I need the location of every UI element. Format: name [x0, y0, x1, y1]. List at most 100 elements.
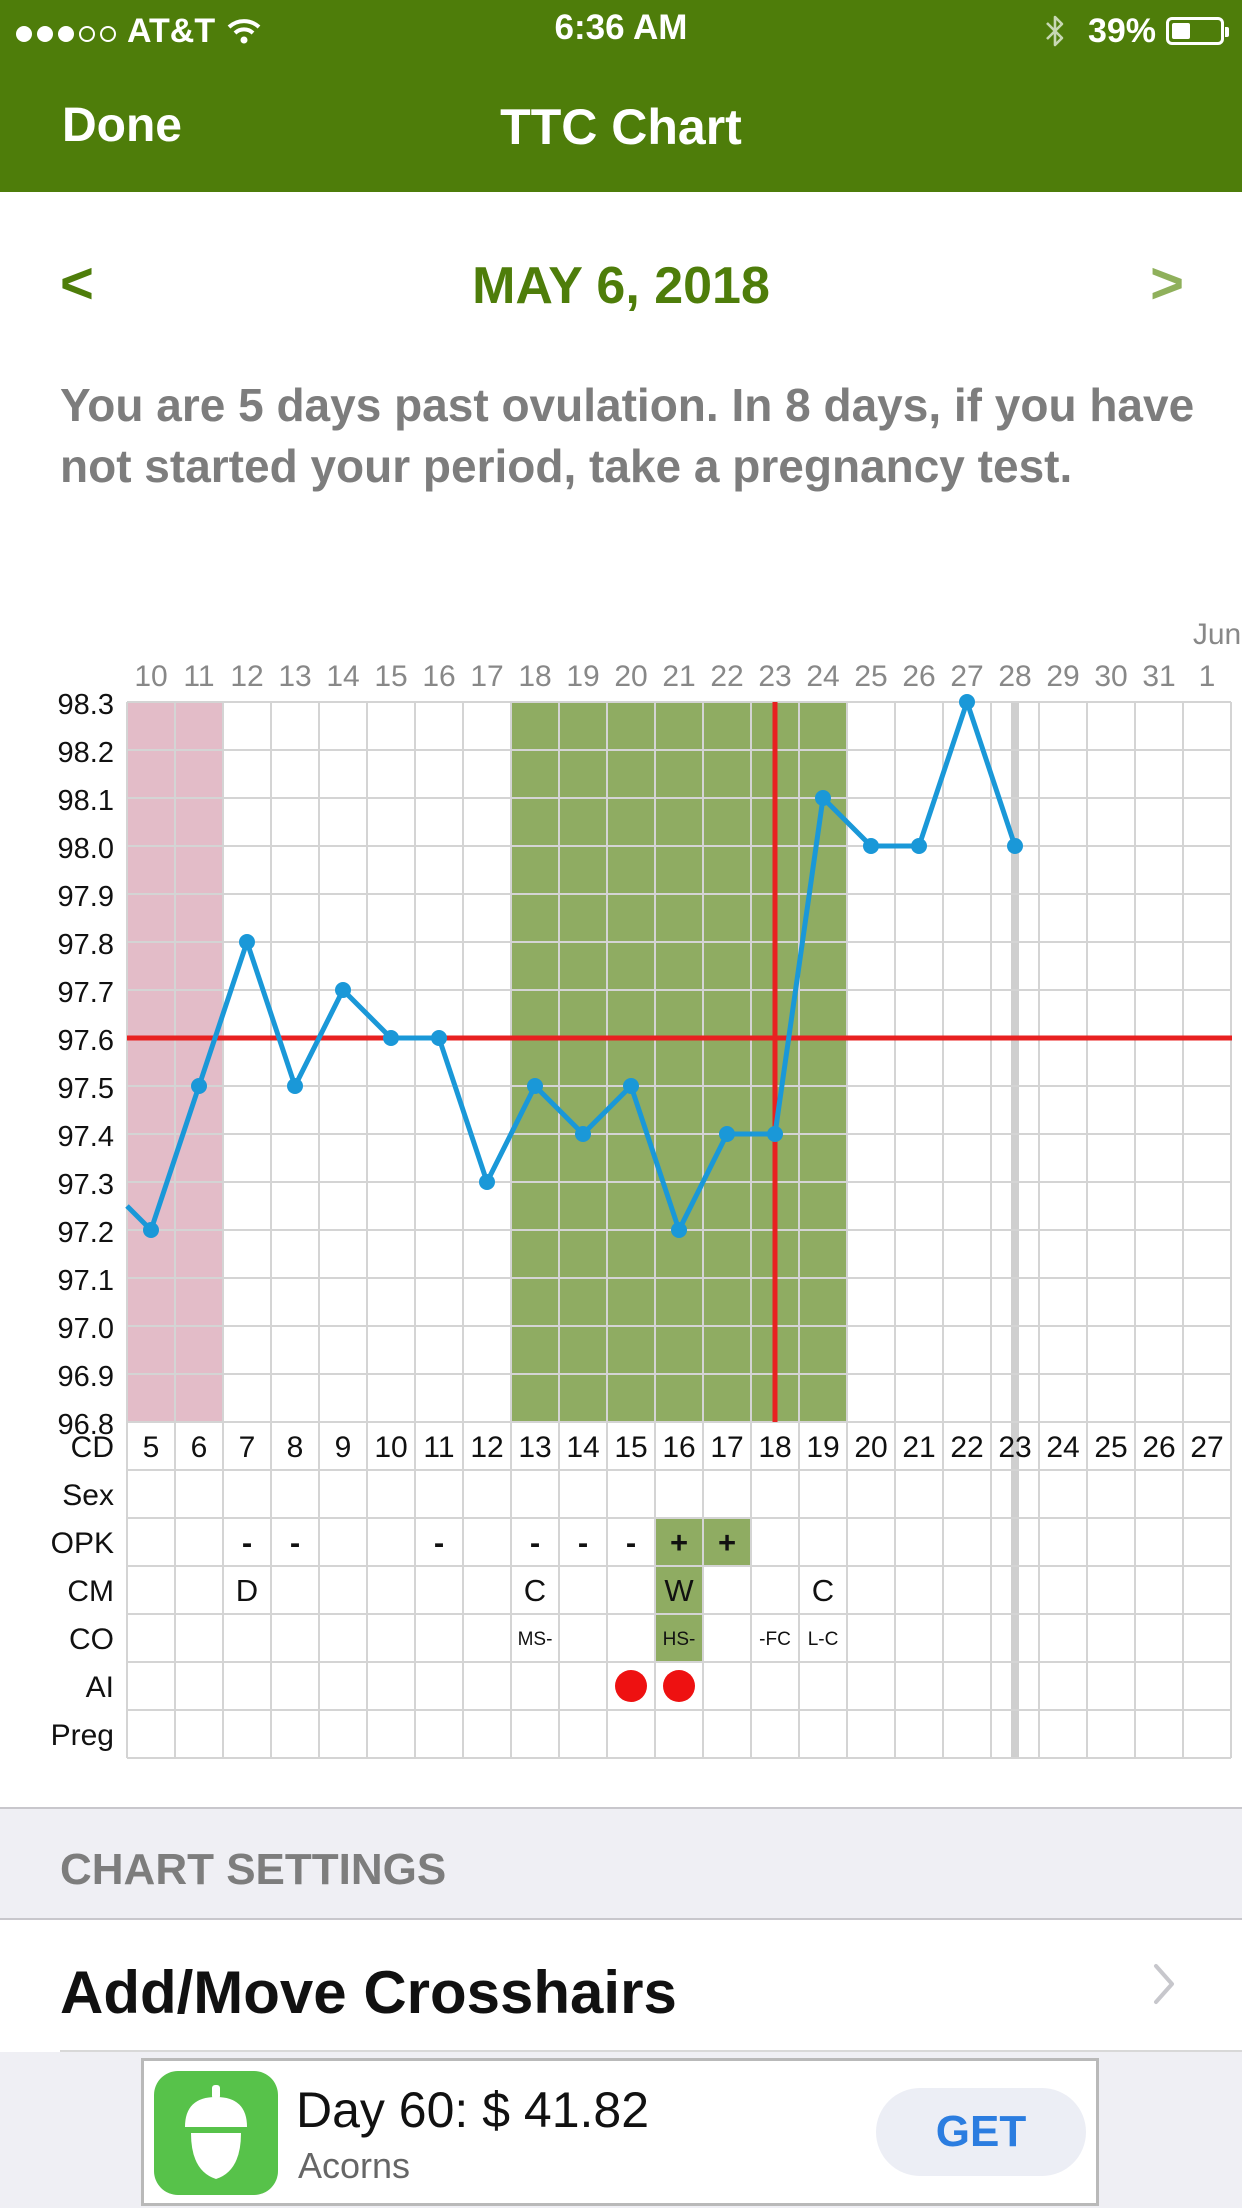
row-value-cm: C — [524, 1573, 546, 1608]
row-label-opk: OPK — [51, 1527, 114, 1560]
cycle-day-label: 16 — [662, 1431, 695, 1464]
row-label-cm: CM — [67, 1575, 114, 1608]
y-tick-label: 97.4 — [58, 1121, 114, 1153]
cycle-day-label: 15 — [614, 1431, 647, 1464]
highlight-cell-opk — [655, 1518, 703, 1566]
ad-title: Day 60: $ 41.82 — [296, 2082, 650, 2138]
date-label: 16 — [422, 660, 455, 693]
cycle-day-label: 12 — [470, 1431, 503, 1464]
next-date-button[interactable]: > — [1150, 251, 1184, 316]
cycle-day-label: 21 — [902, 1431, 935, 1464]
date-label: 30 — [1094, 660, 1127, 693]
temperature-point — [671, 1222, 687, 1238]
cycle-day-label: 8 — [287, 1431, 304, 1464]
signal-dot — [100, 25, 116, 42]
add-move-crosshairs-label: Add/Move Crosshairs — [60, 1959, 677, 2026]
bluetooth-icon — [1044, 14, 1066, 48]
cycle-day-label: 22 — [950, 1431, 983, 1464]
cycle-day-label: 14 — [566, 1431, 599, 1464]
temperature-point — [575, 1126, 591, 1142]
cycle-day-label: 25 — [1094, 1431, 1127, 1464]
date-label: 23 — [758, 660, 791, 693]
row-label-ai: AI — [86, 1671, 114, 1704]
temperature-point — [527, 1078, 543, 1094]
date-label: 26 — [902, 660, 935, 693]
previous-date-button[interactable]: < — [60, 251, 94, 316]
temperature-point — [479, 1174, 495, 1190]
y-tick-label: 97.2 — [58, 1217, 114, 1249]
highlight-cell-opk — [703, 1518, 751, 1566]
temperature-point — [1007, 838, 1023, 854]
bbt-chart[interactable]: 98.3 98.2 98.1 98.0 97.9 97.8 97.7 97.6 97.5 97.4… — [0, 610, 1242, 1760]
row-value-co: L-C — [808, 1629, 839, 1650]
temperature-point — [431, 1030, 447, 1046]
y-tick-label: 98.1 — [58, 785, 114, 817]
status-bar: AT&T 6:36 AM 39% — [0, 0, 1242, 62]
cycle-day-label: 27 — [1190, 1431, 1223, 1464]
temperature-point — [959, 694, 975, 710]
row-label-cd: CD — [71, 1431, 114, 1464]
row-label-preg: Preg — [51, 1719, 114, 1752]
row-value-co: HS- — [663, 1629, 696, 1650]
chevron-right-icon — [1154, 1964, 1174, 2004]
ad-banner[interactable]: Day 60: $ 41.82 Acorns GET — [141, 2058, 1099, 2206]
date-label: 15 — [374, 660, 407, 693]
nav-bar: Done TTC Chart — [0, 62, 1242, 192]
date-label: 27 — [950, 660, 983, 693]
cycle-day-label: 6 — [191, 1431, 208, 1464]
temperature-point — [767, 1126, 783, 1142]
cycle-day-label: 17 — [710, 1431, 743, 1464]
temperature-point — [239, 934, 255, 950]
cycle-day-label: 7 — [239, 1431, 256, 1464]
temperature-point — [815, 790, 831, 806]
y-tick-label: 98.2 — [58, 737, 114, 769]
ai-dot — [615, 1670, 647, 1702]
temperature-point — [143, 1222, 159, 1238]
battery-icon — [1166, 17, 1229, 45]
date-label: 25 — [854, 660, 887, 693]
highlight-cell-cm — [655, 1566, 703, 1614]
row-value-opk: + — [718, 1525, 736, 1560]
y-tick-label: 98.0 — [58, 833, 114, 865]
chart-settings-title: CHART SETTINGS — [60, 1845, 447, 1894]
y-tick-label: 96.8 — [58, 1409, 114, 1441]
row-label-sex: Sex — [62, 1479, 114, 1512]
status-time: 6:36 AM — [554, 8, 688, 47]
row-value-opk: - — [290, 1525, 300, 1560]
date-label: 28 — [998, 660, 1031, 693]
fertile-window-shade — [511, 702, 847, 1422]
date-label: 14 — [326, 660, 359, 693]
date-label: 13 — [278, 660, 311, 693]
status-right: 39% — [1044, 10, 1229, 52]
row-separator — [60, 2050, 1242, 2052]
y-tick-label: 98.3 — [58, 689, 114, 721]
row-value-opk: - — [242, 1525, 252, 1560]
date-label: 24 — [806, 660, 839, 693]
page-title: TTC Chart — [500, 99, 742, 155]
done-button[interactable]: Done — [62, 99, 182, 152]
ovulation-message: You are 5 days past ovulation. In 8 days… — [60, 379, 1195, 492]
temperature-point — [287, 1078, 303, 1094]
chart-settings-header: CHART SETTINGS — [0, 1807, 1242, 1920]
signal-dot — [79, 25, 95, 42]
ai-dot — [663, 1670, 695, 1702]
y-tick-label: 97.3 — [58, 1169, 114, 1201]
temperature-point — [719, 1126, 735, 1142]
add-move-crosshairs-row[interactable]: Add/Move Crosshairs — [0, 1920, 1242, 2052]
temperature-point — [623, 1078, 639, 1094]
row-value-opk: - — [530, 1525, 540, 1560]
battery-percent: 39% — [1087, 11, 1156, 50]
y-tick-label: 97.6 — [58, 1025, 114, 1057]
row-value-cm: W — [664, 1573, 694, 1608]
y-tick-label: 97.7 — [58, 977, 114, 1009]
row-value-opk: + — [670, 1525, 688, 1560]
y-tick-label: 97.5 — [58, 1073, 114, 1105]
cycle-day-label: 19 — [806, 1431, 839, 1464]
signal-strength-icon — [16, 12, 121, 51]
cycle-day-label: 13 — [518, 1431, 551, 1464]
cycle-day-label: 18 — [758, 1431, 791, 1464]
wifi-icon — [227, 19, 261, 44]
temperature-point — [383, 1030, 399, 1046]
get-button[interactable]: GET — [876, 2088, 1086, 2176]
signal-dot — [58, 25, 74, 42]
